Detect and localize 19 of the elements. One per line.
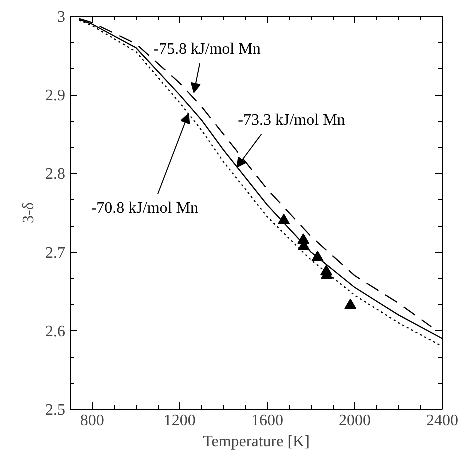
y-tick-label: 2.7 [46,244,66,262]
x-tick-label: 1600 [251,412,284,430]
y-tick-label: 2.8 [46,166,66,184]
y-tick-label: 2.9 [46,88,66,105]
y-tick-label: 2.5 [46,402,66,419]
y-axis-title: 3-δ [20,202,38,224]
point [278,214,290,225]
x-axis-title: Temperature [K] [203,434,310,450]
annotation: -70.8 kJ/mol Mn [91,200,198,217]
x-tick-label: 800 [80,412,104,430]
x-tick-label: 2400 [426,412,458,430]
x-tick-label: 2000 [338,412,371,430]
y-tick-label: 2.6 [46,323,66,340]
point [312,250,324,262]
y-tick-label: 3 [58,9,66,26]
x-tick-label: 1200 [164,412,196,430]
annotation: -73.3 kJ/mol Mn [238,112,346,129]
point [344,298,357,310]
annotation: -75.8 kJ/mol Mn [154,41,261,58]
